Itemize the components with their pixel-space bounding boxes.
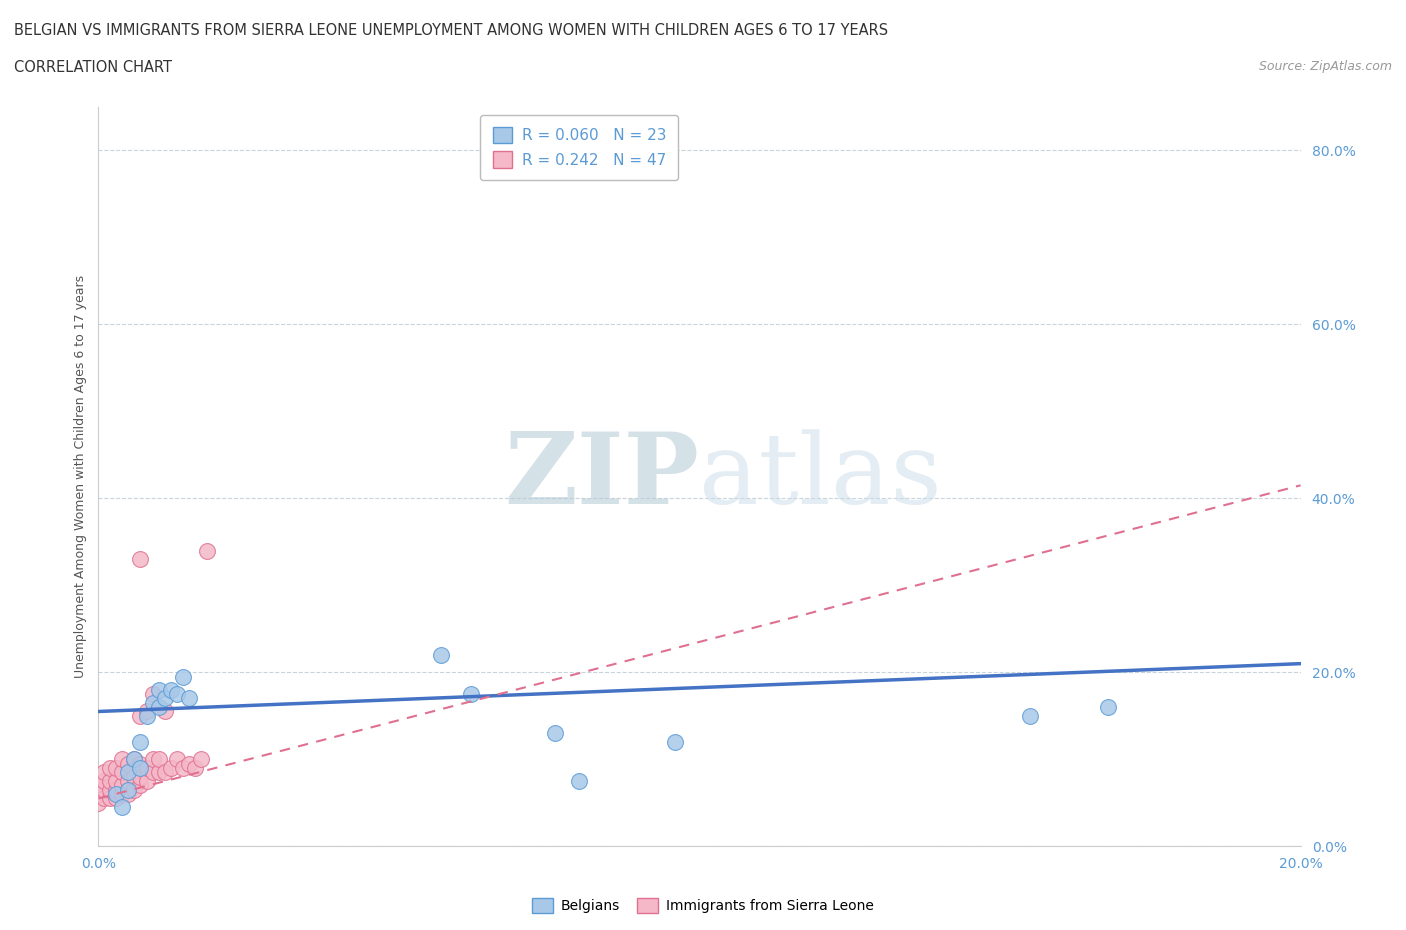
- Point: [183, 761, 205, 776]
- Point: [129, 735, 152, 750]
- Point: [1097, 699, 1119, 714]
- Point: [124, 782, 146, 797]
- Point: [117, 787, 139, 802]
- Point: [124, 769, 146, 784]
- Point: [117, 756, 139, 771]
- Point: [148, 751, 170, 766]
- Text: BELGIAN VS IMMIGRANTS FROM SIERRA LEONE UNEMPLOYMENT AMONG WOMEN WITH CHILDREN A: BELGIAN VS IMMIGRANTS FROM SIERRA LEONE …: [14, 23, 889, 38]
- Point: [93, 782, 115, 797]
- Legend: R = 0.060   N = 23, R = 0.242   N = 47: R = 0.060 N = 23, R = 0.242 N = 47: [481, 114, 678, 180]
- Point: [141, 751, 163, 766]
- Point: [105, 761, 128, 776]
- Point: [124, 751, 146, 766]
- Point: [460, 686, 482, 701]
- Point: [105, 774, 128, 789]
- Point: [1019, 709, 1042, 724]
- Point: [124, 751, 146, 766]
- Point: [135, 774, 157, 789]
- Point: [141, 696, 163, 711]
- Point: [111, 778, 134, 793]
- Point: [111, 751, 134, 766]
- Point: [100, 761, 122, 776]
- Point: [177, 691, 200, 706]
- Text: CORRELATION CHART: CORRELATION CHART: [14, 60, 172, 75]
- Point: [148, 683, 170, 698]
- Point: [172, 670, 194, 684]
- Point: [93, 764, 115, 779]
- Point: [664, 735, 686, 750]
- Point: [129, 709, 152, 724]
- Point: [129, 778, 152, 793]
- Point: [153, 704, 176, 719]
- Point: [544, 725, 567, 740]
- Point: [190, 751, 212, 766]
- Point: [105, 791, 128, 806]
- Point: [129, 769, 152, 784]
- Point: [87, 778, 110, 793]
- Point: [117, 782, 139, 797]
- Point: [100, 782, 122, 797]
- Point: [111, 787, 134, 802]
- Point: [117, 764, 139, 779]
- Point: [117, 774, 139, 789]
- Point: [172, 761, 194, 776]
- Point: [87, 795, 110, 810]
- Point: [93, 774, 115, 789]
- Point: [135, 709, 157, 724]
- Point: [100, 791, 122, 806]
- Point: [177, 756, 200, 771]
- Point: [87, 787, 110, 802]
- Point: [148, 699, 170, 714]
- Point: [195, 543, 218, 558]
- Point: [105, 782, 128, 797]
- Point: [111, 800, 134, 815]
- Text: Source: ZipAtlas.com: Source: ZipAtlas.com: [1258, 60, 1392, 73]
- Point: [153, 764, 176, 779]
- Point: [568, 774, 591, 789]
- Point: [141, 686, 163, 701]
- Legend: Belgians, Immigrants from Sierra Leone: Belgians, Immigrants from Sierra Leone: [526, 892, 880, 919]
- Point: [166, 751, 188, 766]
- Point: [153, 691, 176, 706]
- Point: [129, 551, 152, 566]
- Point: [93, 791, 115, 806]
- Point: [148, 764, 170, 779]
- Point: [166, 686, 188, 701]
- Point: [159, 761, 181, 776]
- Point: [129, 756, 152, 771]
- Point: [100, 774, 122, 789]
- Point: [111, 764, 134, 779]
- Point: [129, 761, 152, 776]
- Text: atlas: atlas: [700, 429, 942, 525]
- Point: [141, 764, 163, 779]
- Point: [135, 761, 157, 776]
- Point: [159, 683, 181, 698]
- Point: [105, 787, 128, 802]
- Point: [135, 704, 157, 719]
- Y-axis label: Unemployment Among Women with Children Ages 6 to 17 years: Unemployment Among Women with Children A…: [75, 275, 87, 678]
- Point: [430, 647, 453, 662]
- Text: ZIP: ZIP: [505, 428, 700, 525]
